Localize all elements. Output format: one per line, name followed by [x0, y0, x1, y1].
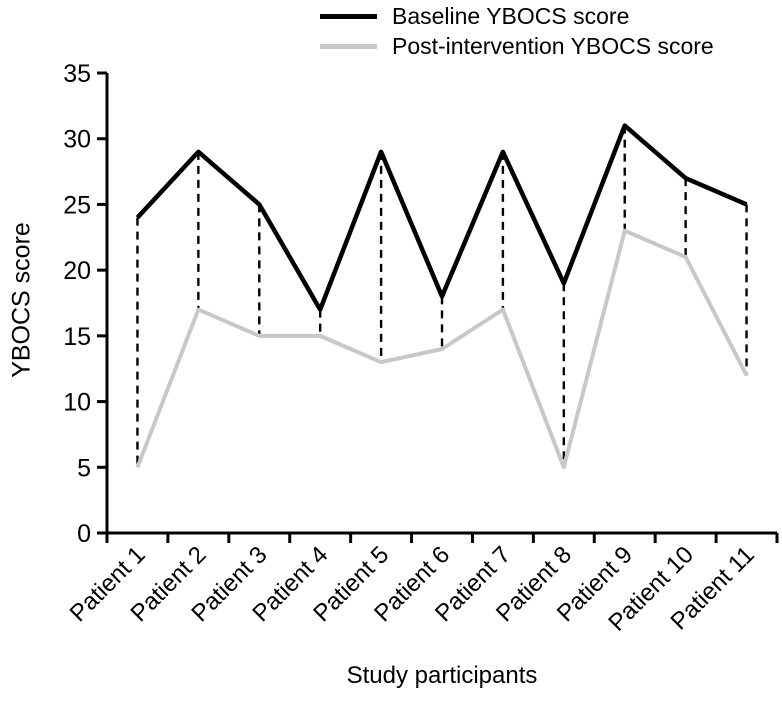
- y-tick-label: 0: [77, 520, 91, 548]
- post-intervention-series-line: [135, 228, 749, 470]
- y-tick-label: 10: [63, 389, 91, 417]
- post-intervention-line-swatch: [320, 43, 377, 49]
- y-tick-label: 35: [63, 60, 91, 88]
- legend-label-baseline: Baseline YBOCS score: [392, 2, 630, 29]
- legend: Baseline YBOCS score Post-intervention Y…: [320, 1, 714, 61]
- y-tick-label: 25: [63, 191, 91, 219]
- y-tick-label: 20: [63, 257, 91, 285]
- baseline-line-swatch: [320, 13, 377, 19]
- y-tick-label: 5: [77, 454, 91, 482]
- x-axis-title: Study participants: [346, 662, 538, 689]
- baseline-series-line: [135, 123, 748, 312]
- y-tick-label: 30: [63, 126, 91, 154]
- y-axis-title: YBOCS score: [7, 222, 36, 378]
- legend-item-post-intervention: Post-intervention YBOCS score: [320, 31, 714, 61]
- legend-label-post-intervention: Post-intervention YBOCS score: [392, 32, 714, 59]
- y-tick-label: 15: [63, 323, 91, 351]
- legend-item-baseline: Baseline YBOCS score: [320, 1, 714, 31]
